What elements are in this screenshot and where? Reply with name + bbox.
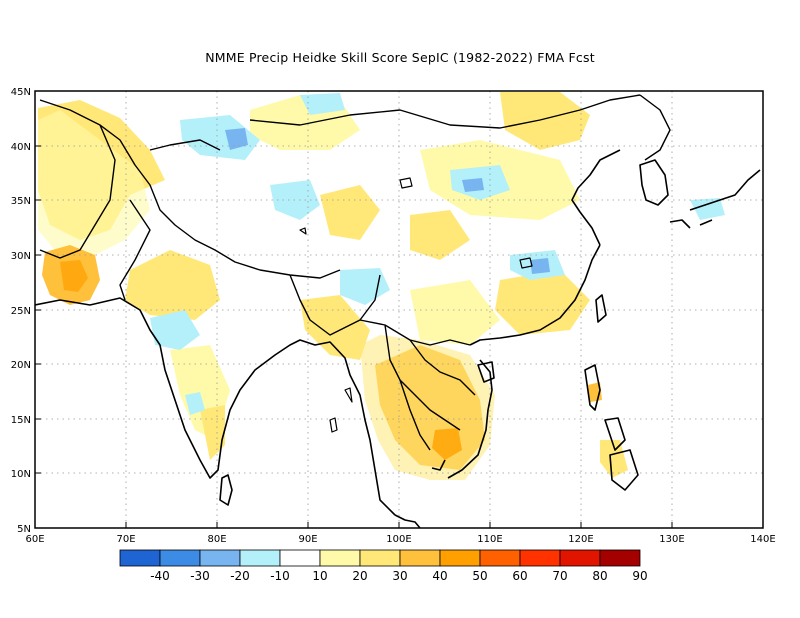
shade-tibet-1	[320, 185, 380, 240]
colorbar-swatch	[279, 549, 321, 567]
shade-south-china	[495, 270, 590, 335]
shade-myanmar	[300, 295, 370, 360]
lon-label: 90E	[298, 534, 317, 545]
lon-ticks	[34, 522, 764, 528]
colorbar: -40 -30 -20 -10 10 20 30 40 50 60 70 80 90	[119, 549, 648, 583]
colorbar-label: 60	[512, 569, 527, 583]
colorbar-label: -10	[270, 569, 290, 583]
lon-label: 120E	[568, 534, 593, 545]
lat-ticks	[35, 90, 41, 529]
colorbar-label: -40	[150, 569, 170, 583]
lat-label: 40N	[11, 142, 31, 153]
lon-label: 80E	[207, 534, 226, 545]
shade-china-neg-strong	[462, 178, 484, 192]
shade-se-china	[410, 280, 500, 345]
lat-label: 20N	[11, 360, 31, 371]
lon-label: 60E	[25, 534, 44, 545]
colorbar-swatch	[319, 549, 361, 567]
lon-label: 110E	[477, 534, 502, 545]
colorbar-swatch	[119, 549, 161, 567]
colorbar-swatch	[479, 549, 521, 567]
shade-bengal-neg	[340, 268, 390, 305]
lat-label: 15N	[11, 415, 31, 426]
lon-label: 130E	[659, 534, 684, 545]
shade-india-neg-2	[185, 392, 205, 415]
shade-light-yellow-west	[38, 110, 150, 255]
lon-label: 70E	[116, 534, 135, 545]
map-title: NMME Precip Heidke Skill Score SepIC (19…	[205, 50, 595, 65]
colorbar-swatch	[359, 549, 401, 567]
shade-tibet-3	[410, 210, 470, 260]
lat-label: 35N	[11, 196, 31, 207]
colorbar-swatch	[519, 549, 561, 567]
colorbar-label: 90	[632, 569, 647, 583]
colorbar-swatch	[239, 549, 281, 567]
lon-label: 140E	[750, 534, 775, 545]
shade-tibet-neg	[180, 115, 260, 160]
coastlines	[35, 94, 761, 528]
skill-shading	[38, 92, 725, 480]
colorbar-swatch	[559, 549, 601, 567]
shade-cambodia	[432, 428, 462, 460]
colorbar-label: 10	[312, 569, 327, 583]
shade-philippines-s	[600, 440, 628, 478]
shade-pakistan-core	[60, 260, 88, 292]
shade-tibet-neg-strong	[225, 128, 248, 150]
colorbar-label: -20	[230, 569, 250, 583]
lon-label: 100E	[386, 534, 411, 545]
colorbar-label: 20	[352, 569, 367, 583]
lon-labels: 60E 70E 80E 90E 100E 110E 120E 130E 140E	[25, 534, 775, 545]
colorbar-swatch	[159, 549, 201, 567]
colorbar-label: 80	[592, 569, 607, 583]
lat-labels: 45N 40N 35N 30N 25N 20N 15N 10N 5N	[11, 87, 31, 535]
lat-label: 45N	[11, 87, 31, 98]
colorbar-label: -30	[190, 569, 210, 583]
shade-japan-neg	[690, 198, 725, 220]
colorbar-label: 70	[552, 569, 567, 583]
colorbar-swatch	[599, 549, 641, 567]
shade-india-neg	[150, 310, 200, 350]
colorbar-swatch	[399, 549, 441, 567]
map-grid	[35, 91, 763, 528]
lat-label: 30N	[11, 251, 31, 262]
shade-n-india	[125, 250, 220, 320]
colorbar-label: 40	[432, 569, 447, 583]
shade-mongolia-neg	[300, 93, 345, 115]
colorbar-swatch	[199, 549, 241, 567]
lat-label: 5N	[17, 524, 31, 535]
colorbar-label: 30	[392, 569, 407, 583]
lat-label: 25N	[11, 306, 31, 317]
shade-mongolia	[500, 92, 590, 150]
shade-china-neg-strong-2	[530, 258, 550, 274]
colorbar-swatch	[439, 549, 481, 567]
lat-label: 10N	[11, 469, 31, 480]
colorbar-label: 50	[472, 569, 487, 583]
